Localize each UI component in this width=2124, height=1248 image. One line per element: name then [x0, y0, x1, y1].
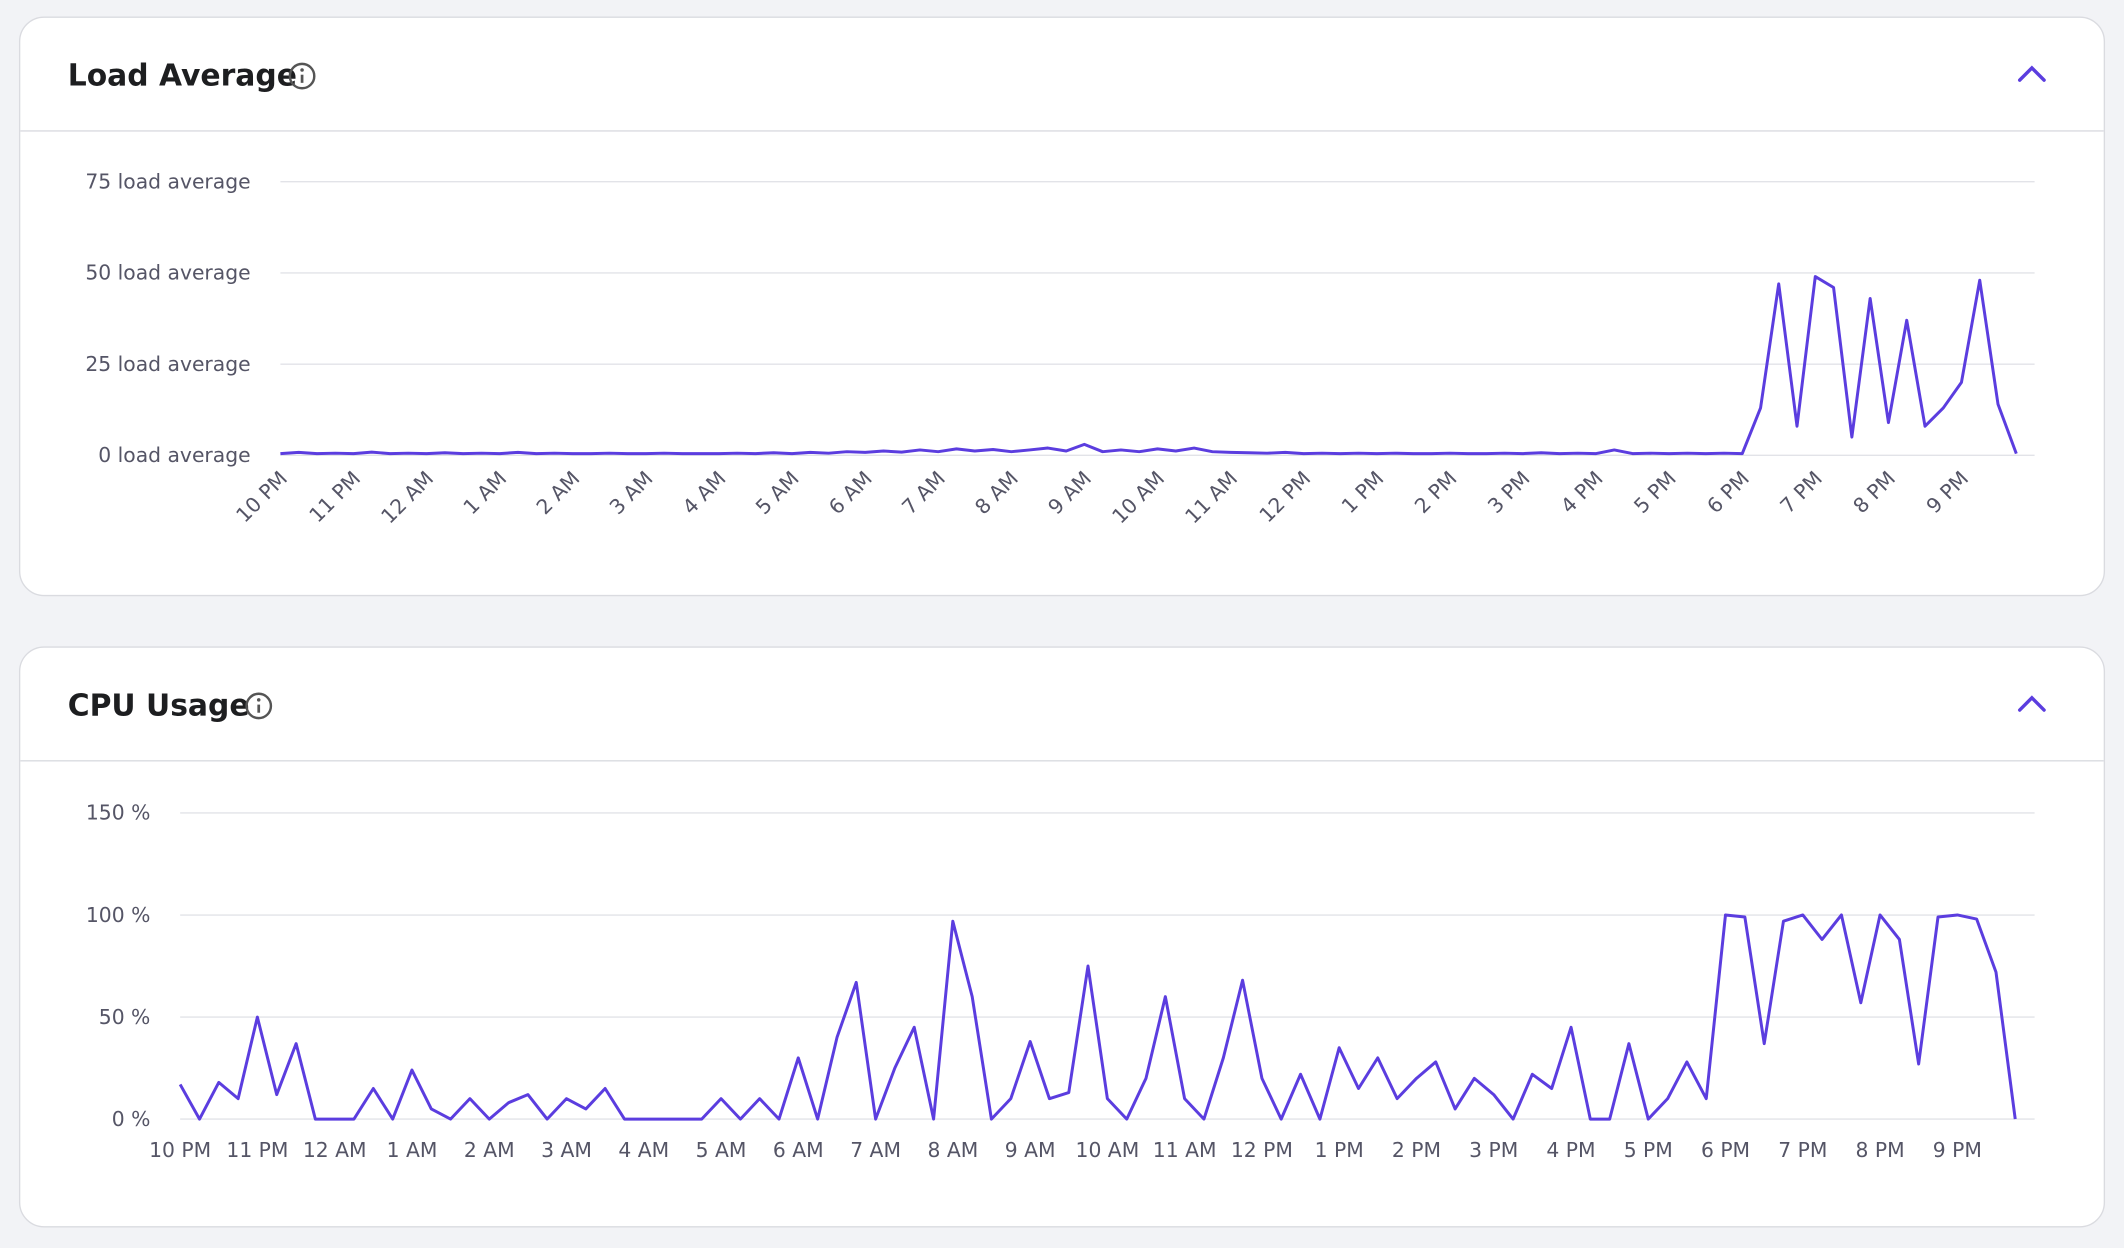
panel-title: Load Average: [68, 59, 297, 94]
card: [18, 16, 2106, 597]
x-tick-label: 12 PM: [1231, 1138, 1293, 1162]
x-tick-label: 2 AM: [464, 1138, 515, 1162]
panel-title: CPU Usage: [68, 688, 250, 723]
x-tick-label: 10 AM: [1076, 1138, 1140, 1162]
info-icon[interactable]: [245, 692, 273, 720]
x-tick-label: 9 PM: [1933, 1138, 1982, 1162]
y-tick-label: 50 %: [99, 1005, 151, 1029]
y-tick-label: 150 %: [86, 801, 150, 825]
collapse-button[interactable]: [2018, 695, 2046, 712]
collapse-button[interactable]: [2018, 65, 2046, 82]
x-tick-label: 8 AM: [927, 1138, 978, 1162]
x-tick-label: 3 AM: [541, 1138, 592, 1162]
x-tick-label: 11 PM: [226, 1138, 288, 1162]
x-tick-label: 11 AM: [1153, 1138, 1217, 1162]
x-tick-label: 2 PM: [1392, 1138, 1441, 1162]
x-tick-label: 10 PM: [149, 1138, 211, 1162]
x-tick-label: 1 AM: [387, 1138, 438, 1162]
y-tick-label: 50 load average: [85, 261, 250, 285]
y-tick-label: 75 load average: [85, 169, 250, 193]
y-tick-label: 100 %: [86, 903, 150, 927]
series-line: [178, 913, 2017, 1121]
y-tick-label: 25 load average: [85, 352, 250, 376]
x-tick-label: 4 AM: [618, 1138, 669, 1162]
info-icon[interactable]: [288, 62, 316, 90]
x-tick-label: 5 AM: [696, 1138, 747, 1162]
y-tick-label: 0 load average: [98, 443, 250, 467]
x-tick-label: 1 PM: [1315, 1138, 1364, 1162]
x-tick-label: 7 AM: [850, 1138, 901, 1162]
x-tick-label: 4 PM: [1546, 1138, 1595, 1162]
x-tick-label: 3 PM: [1469, 1138, 1518, 1162]
x-tick-label: 5 PM: [1624, 1138, 1673, 1162]
y-tick-label: 0 %: [112, 1107, 151, 1131]
series-line: [280, 275, 2018, 456]
x-tick-label: 12 AM: [303, 1138, 367, 1162]
x-tick-label: 6 PM: [1701, 1138, 1750, 1162]
x-tick-label: 8 PM: [1855, 1138, 1904, 1162]
x-tick-label: 7 PM: [1778, 1138, 1827, 1162]
panel: Load Average: [18, 16, 2106, 597]
x-tick-label: 6 AM: [773, 1138, 824, 1162]
x-tick-label: 9 AM: [1005, 1138, 1056, 1162]
